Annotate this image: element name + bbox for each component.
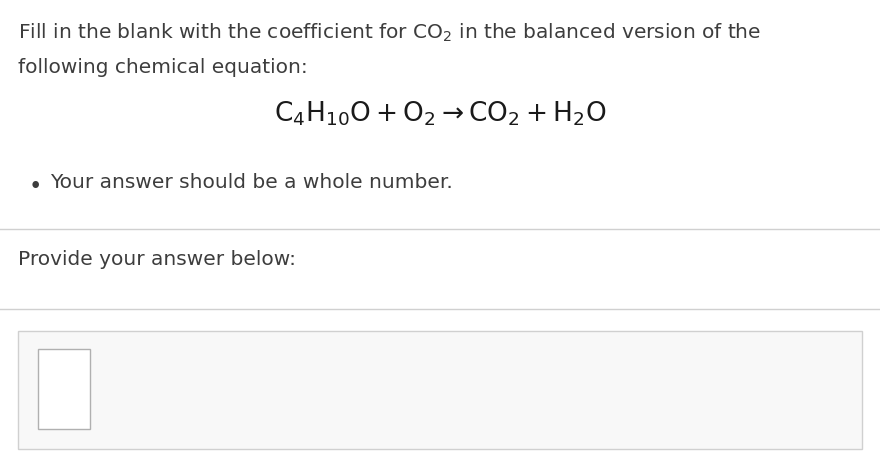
FancyBboxPatch shape [38, 349, 90, 429]
FancyBboxPatch shape [18, 331, 862, 449]
Text: Your answer should be a whole number.: Your answer should be a whole number. [50, 173, 452, 191]
Text: $\mathregular{C_4H_{10}O + O_2 \rightarrow CO_2 + H_2O}$: $\mathregular{C_4H_{10}O + O_2 \rightarr… [274, 100, 606, 128]
Text: •: • [28, 174, 41, 197]
Text: following chemical equation:: following chemical equation: [18, 58, 308, 77]
Text: Fill in the blank with the coefficient for $\mathregular{CO_2}$ in the balanced : Fill in the blank with the coefficient f… [18, 22, 761, 44]
Text: Provide your answer below:: Provide your answer below: [18, 249, 296, 269]
